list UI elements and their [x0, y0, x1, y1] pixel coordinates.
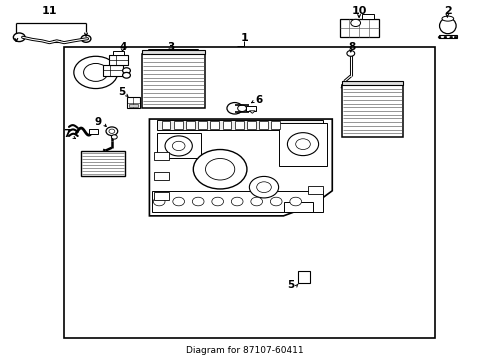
Bar [246, 106, 256, 111]
Bar [307, 186, 322, 194]
Bar [129, 104, 138, 107]
Bar [283, 202, 312, 212]
Bar [89, 129, 98, 134]
Circle shape [289, 197, 301, 206]
Circle shape [449, 36, 452, 39]
Circle shape [109, 129, 115, 134]
Bar [361, 14, 373, 19]
Bar [259, 121, 267, 129]
Bar [339, 19, 378, 37]
Text: 10: 10 [351, 6, 366, 17]
Bar [341, 85, 402, 137]
Bar [113, 51, 123, 55]
Bar [161, 121, 170, 129]
Circle shape [250, 197, 262, 206]
Text: 9: 9 [95, 117, 102, 127]
Bar [198, 121, 206, 129]
Circle shape [295, 139, 310, 149]
Bar [234, 121, 243, 129]
Bar [222, 121, 231, 129]
Circle shape [237, 105, 246, 112]
Bar [154, 172, 168, 180]
Text: 11: 11 [41, 6, 57, 17]
Bar [185, 121, 194, 129]
Text: 3: 3 [167, 42, 175, 51]
Text: 7: 7 [63, 129, 71, 139]
Circle shape [226, 103, 242, 114]
Bar [127, 97, 140, 108]
Bar [81, 150, 125, 176]
Polygon shape [149, 119, 331, 216]
Circle shape [81, 35, 91, 42]
Circle shape [453, 36, 456, 39]
Circle shape [74, 56, 118, 89]
Bar [64, 47, 434, 338]
Bar [299, 279, 307, 282]
Bar [210, 121, 219, 129]
Bar [157, 120, 322, 130]
Circle shape [164, 136, 192, 156]
Circle shape [256, 182, 271, 193]
Bar [154, 192, 168, 200]
Circle shape [193, 149, 246, 189]
Text: 1: 1 [240, 33, 248, 43]
Circle shape [270, 197, 282, 206]
Circle shape [111, 135, 117, 139]
Circle shape [192, 197, 203, 206]
Ellipse shape [441, 16, 453, 21]
Bar [154, 152, 168, 160]
Circle shape [172, 197, 184, 206]
Bar [109, 55, 128, 65]
Circle shape [231, 197, 243, 206]
Text: 5: 5 [286, 280, 293, 290]
Circle shape [106, 127, 118, 135]
Text: 2: 2 [444, 6, 451, 17]
Text: 8: 8 [347, 42, 355, 51]
Polygon shape [249, 111, 255, 113]
Circle shape [443, 36, 446, 39]
Circle shape [287, 133, 318, 156]
Bar [297, 271, 310, 283]
Circle shape [211, 197, 223, 206]
Ellipse shape [439, 18, 455, 34]
Bar [173, 121, 182, 129]
Circle shape [249, 176, 278, 198]
Circle shape [13, 33, 25, 41]
Circle shape [153, 197, 164, 206]
Circle shape [205, 158, 234, 180]
Bar [157, 134, 200, 158]
Circle shape [437, 36, 440, 39]
Circle shape [350, 19, 360, 27]
Bar [246, 121, 255, 129]
Text: 6: 6 [255, 95, 262, 105]
Circle shape [83, 63, 108, 81]
Circle shape [346, 50, 354, 56]
Bar [271, 121, 280, 129]
Bar [103, 64, 122, 76]
Circle shape [122, 68, 130, 73]
Bar [152, 191, 322, 212]
Text: 5: 5 [118, 87, 125, 98]
Bar [438, 35, 456, 39]
Circle shape [172, 141, 184, 150]
Bar [142, 54, 205, 108]
Bar [278, 123, 327, 166]
Text: 4: 4 [120, 42, 127, 51]
Bar [341, 81, 402, 85]
Bar [142, 50, 205, 54]
Circle shape [122, 72, 130, 78]
Text: Diagram for 87107-60411: Diagram for 87107-60411 [185, 346, 303, 355]
